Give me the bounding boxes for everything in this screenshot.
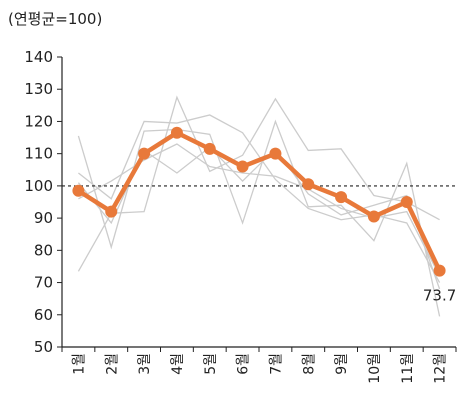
x-tick-label: 3월 [137,353,153,375]
highlight-point [138,147,151,160]
highlight-point [203,142,216,155]
background-series-line [77,95,440,272]
unit-label: (연평균=100) [8,10,102,28]
axes [57,56,457,352]
highlight-point [170,126,183,139]
y-tick-labels: 140 130 120 110 100 90 80 70 60 50 [24,48,53,356]
y-tick-label: 110 [24,145,53,163]
highlight-point [400,196,413,208]
x-tick-label: 1월 [71,353,87,375]
x-tick-label: 2월 [104,353,120,375]
y-tick-label: 90 [34,209,53,227]
x-tick-label: 8월 [301,353,317,375]
end-value-label: 73.7 [423,287,456,305]
y-tick-label: 130 [24,80,53,98]
y-tick-label: 70 [34,274,53,292]
x-tick-label: 6월 [236,353,252,375]
x-tick-label: 4월 [170,353,186,375]
background-series [77,95,441,317]
highlight-point [269,147,282,160]
highlight-point [302,178,315,191]
highlight-series [72,126,446,277]
x-tick-label: 10월 [367,353,383,384]
x-tick-label: 12월 [433,353,449,384]
highlight-point [433,264,446,277]
highlight-point [72,184,85,197]
x-tick-label: 7월 [268,353,284,375]
highlight-point [105,205,118,218]
x-tick-label: 5월 [203,353,219,375]
background-series-line [77,119,441,317]
x-tick-label: 9월 [334,353,350,375]
highlight-point [335,191,348,204]
y-tick-label: 60 [34,306,53,324]
background-series-line [78,114,441,283]
highlight-point [236,160,249,173]
y-tick-label: 100 [24,177,53,195]
y-tick-label: 140 [24,48,53,66]
y-tick-label: 50 [34,338,53,356]
y-tick-label: 120 [24,112,53,130]
data-labels: 73.7 [423,287,456,305]
highlight-point [367,210,380,223]
y-tick-label: 80 [34,241,53,259]
x-tick-labels: 1월 2월 3월 4월 5월 6월 7월 8월 9월 10월 11월 12월 [71,353,448,384]
x-tick-label: 11월 [400,353,416,384]
